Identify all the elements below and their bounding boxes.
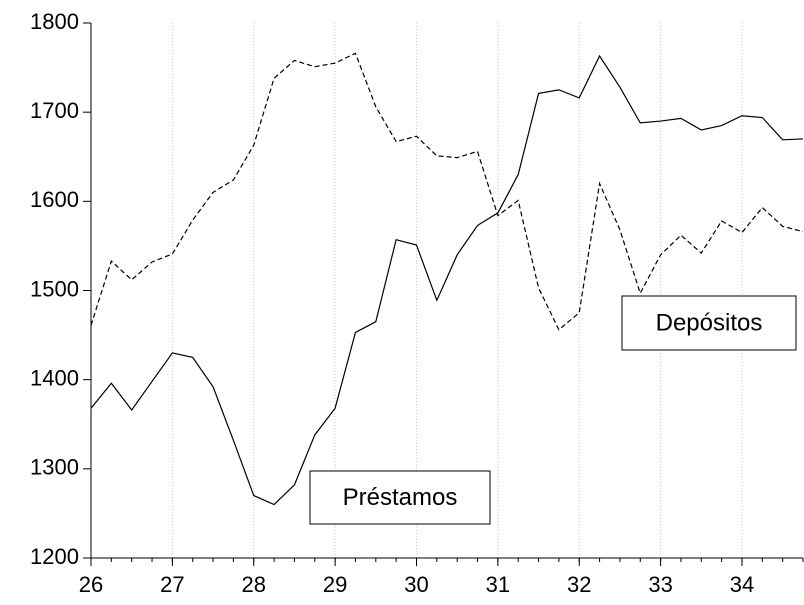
- x-tick-label: 32: [567, 572, 591, 597]
- legend-label: Depósitos: [656, 309, 763, 336]
- x-tick-label: 27: [160, 572, 184, 597]
- x-tick-label: 34: [730, 572, 754, 597]
- x-tick-label: 31: [486, 572, 510, 597]
- y-tick-label: 1600: [30, 187, 79, 212]
- y-tick-label: 1800: [30, 9, 79, 34]
- legend-label: Préstamos: [343, 484, 458, 511]
- x-tick-label: 29: [323, 572, 347, 597]
- x-tick-label: 33: [648, 572, 672, 597]
- x-tick-label: 28: [242, 572, 266, 597]
- y-tick-label: 1300: [30, 455, 79, 480]
- y-tick-label: 1400: [30, 365, 79, 390]
- series-line: [90, 52, 804, 331]
- series-line: [90, 54, 804, 506]
- y-tick-label: 1700: [30, 98, 79, 123]
- y-tick-label: 1500: [30, 276, 79, 301]
- x-tick-label: 30: [404, 572, 428, 597]
- y-tick-label: 1200: [30, 544, 79, 569]
- legend-box: [621, 295, 797, 351]
- x-tick-label: 26: [79, 572, 103, 597]
- legend-box: [309, 470, 491, 525]
